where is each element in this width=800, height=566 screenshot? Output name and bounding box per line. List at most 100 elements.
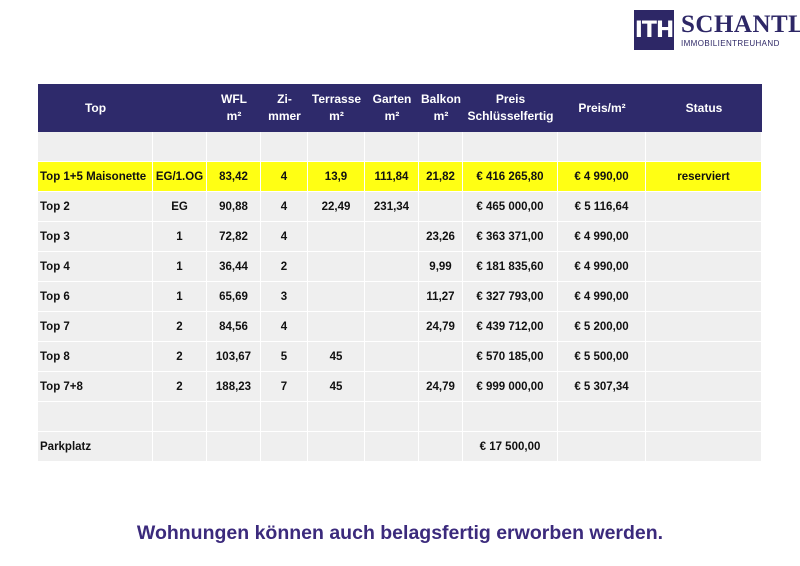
cell-balcony (419, 432, 463, 462)
cell-floor: 2 (153, 342, 207, 372)
cell-floor: EG (153, 192, 207, 222)
cell-price: € 570 185,00 (463, 342, 558, 372)
cell-top: Top 7 (38, 312, 153, 342)
cell-balcony: 24,79 (419, 372, 463, 402)
cell-rooms (261, 402, 308, 432)
cell-balcony (419, 342, 463, 372)
table-row (38, 402, 762, 432)
header-rooms-line: mmer (268, 109, 301, 123)
cell-price-per-m2: € 4 990,00 (558, 162, 646, 192)
cell-top: Top 6 (38, 282, 153, 312)
table-row: Top 7+8 2 188,23 7 45 24,79 € 999 000,00 € 5 30… (38, 372, 762, 402)
cell-wfl: 36,44 (207, 252, 261, 282)
cell-price: € 363 371,00 (463, 222, 558, 252)
cell-status (646, 282, 762, 312)
cell-price-per-m2: € 5 200,00 (558, 312, 646, 342)
cell-terrace: 22,49 (308, 192, 365, 222)
cell-price-per-m2 (558, 402, 646, 432)
cell-price-per-m2 (558, 432, 646, 462)
header-rooms-line: Zi- (277, 92, 292, 106)
cell-wfl: 84,56 (207, 312, 261, 342)
footer-note: Wohnungen können auch belagsfertig erwor… (136, 522, 664, 544)
header-top: Top (38, 84, 153, 132)
cell-balcony (419, 402, 463, 432)
cell-balcony: 11,27 (419, 282, 463, 312)
header-terrace: Terrasse m² (308, 84, 365, 132)
table-row: Top 6 1 65,69 3 11,27 € 327 793,00 € 4 990,00 (38, 282, 762, 312)
header-garden-line: Garten (372, 92, 412, 106)
cell-top: Top 3 (38, 222, 153, 252)
cell-wfl (207, 402, 261, 432)
cell-status (646, 192, 762, 222)
cell-status (646, 312, 762, 342)
cell-price: € 327 793,00 (463, 282, 558, 312)
cell-garden: 231,34 (365, 192, 419, 222)
cell-status (646, 252, 762, 282)
cell-balcony: 9,99 (419, 252, 463, 282)
cell-terrace: 45 (308, 372, 365, 402)
header-garden: Garten m² (365, 84, 419, 132)
cell-top: Top 1+5 Maisonette (38, 162, 153, 192)
cell-garden (365, 252, 419, 282)
header-price: Preis Schlüsselfertig (463, 84, 558, 132)
cell-garden (365, 372, 419, 402)
header-garden-line: m² (384, 109, 400, 123)
cell-terrace (308, 432, 365, 462)
cell-garden (365, 222, 419, 252)
table-row: Top 8 2 103,67 5 45 € 570 185,00 € 5 500,00 (38, 342, 762, 372)
cell-rooms: 7 (261, 372, 308, 402)
cell-status (646, 222, 762, 252)
cell-price: € 17 500,00 (463, 432, 558, 462)
header-wfl-line: m² (226, 109, 242, 123)
cell-terrace (308, 282, 365, 312)
cell-price: € 465 000,00 (463, 192, 558, 222)
header-terrace-line: m² (329, 109, 344, 123)
table-row: Top 1+5 Maisonette EG/1.OG 83,42 4 13,9 111,8… (38, 162, 762, 192)
cell-floor (153, 432, 207, 462)
cell-rooms: 4 (261, 222, 308, 252)
header-price-line: Preis (495, 92, 526, 106)
cell-price-per-m2: € 5 500,00 (558, 342, 646, 372)
cell-rooms: 4 (261, 192, 308, 222)
cell-price: € 181 835,60 (463, 252, 558, 282)
cell-balcony: 23,26 (419, 222, 463, 252)
cell-floor: 1 (153, 282, 207, 312)
cell-top: Top 2 (38, 192, 153, 222)
cell-terrace (308, 132, 365, 162)
cell-terrace: 45 (308, 342, 365, 372)
cell-garden (365, 282, 419, 312)
cell-price-per-m2: € 5 116,64 (558, 192, 646, 222)
cell-wfl (207, 132, 261, 162)
logo-name: SCHANTL (681, 10, 800, 38)
cell-price-per-m2: € 5 307,34 (558, 372, 646, 402)
cell-wfl: 83,42 (207, 162, 261, 192)
cell-rooms: 4 (261, 162, 308, 192)
header-price-line: Schlüsselfertig (467, 109, 554, 123)
cell-price-per-m2 (558, 132, 646, 162)
cell-top (38, 132, 153, 162)
cell-status (646, 372, 762, 402)
cell-balcony: 24,79 (419, 312, 463, 342)
cell-floor: EG/1.OG (153, 162, 207, 192)
cell-rooms: 4 (261, 312, 308, 342)
cell-status (646, 342, 762, 372)
table-row: Top 3 1 72,82 4 23,26 € 363 371,00 € 4 990,00 (38, 222, 762, 252)
cell-top (38, 402, 153, 432)
table-row: Top 4 1 36,44 2 9,99 € 181 835,60 € 4 990,00 (38, 252, 762, 282)
cell-status: reserviert (646, 162, 762, 192)
cell-price (463, 402, 558, 432)
table-row: Parkplatz € 17 500,00 (38, 432, 762, 462)
cell-wfl: 103,67 (207, 342, 261, 372)
price-table: Top WFL m² Zi-mmer Terrasse m² Garten m² Balkon m… (38, 84, 762, 462)
cell-price-per-m2: € 4 990,00 (558, 252, 646, 282)
cell-floor: 2 (153, 312, 207, 342)
cell-garden (365, 312, 419, 342)
table-row (38, 132, 762, 162)
header-status-line: Status (685, 100, 723, 115)
header-wfl-line: WFL (221, 92, 247, 106)
cell-rooms (261, 132, 308, 162)
cell-terrace (308, 222, 365, 252)
cell-price (463, 132, 558, 162)
logo-text: SCHANTL IMMOBILIENTREUHAND (681, 10, 800, 48)
cell-price: € 439 712,00 (463, 312, 558, 342)
